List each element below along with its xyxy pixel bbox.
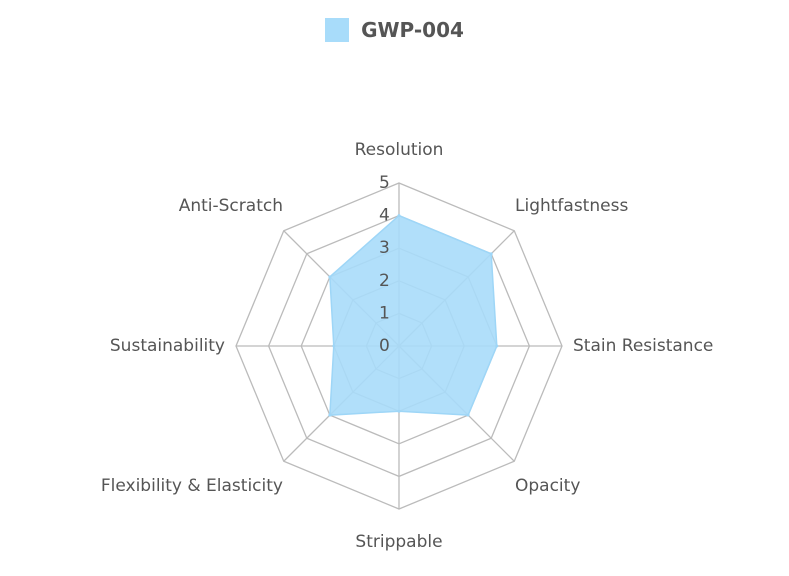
data-point-6 [328,413,332,417]
data-point-7 [332,344,336,348]
tick-label-4: 4 [379,206,390,226]
data-point-5 [397,409,401,413]
chart-legend: GWP-004 [0,18,789,46]
series-area-1 [329,214,498,416]
category-label-5: Strippable [355,532,442,552]
category-label-8: Anti-Scratch [179,196,283,216]
data-point-1 [397,214,401,218]
category-label-6: Flexibility & Elasticity [101,476,283,496]
tick-label-2: 2 [379,271,390,291]
category-label-4: Opacity [515,476,580,496]
category-label-1: Resolution [355,140,444,160]
data-point-8 [328,275,332,279]
tick-label-5: 5 [379,173,390,193]
data-point-4 [466,413,470,417]
tick-label-0: 0 [379,336,390,356]
data-point-2 [489,252,493,256]
legend-label[interactable]: GWP-004 [361,18,464,42]
category-label-7: Sustainability [110,336,225,356]
category-label-2: Lightfastness [515,196,628,216]
category-label-3: Stain Resistance [573,336,713,356]
data-point-3 [495,344,499,348]
tick-label-3: 3 [379,238,390,258]
legend-swatch[interactable] [325,18,350,42]
tick-label-1: 1 [379,303,390,323]
